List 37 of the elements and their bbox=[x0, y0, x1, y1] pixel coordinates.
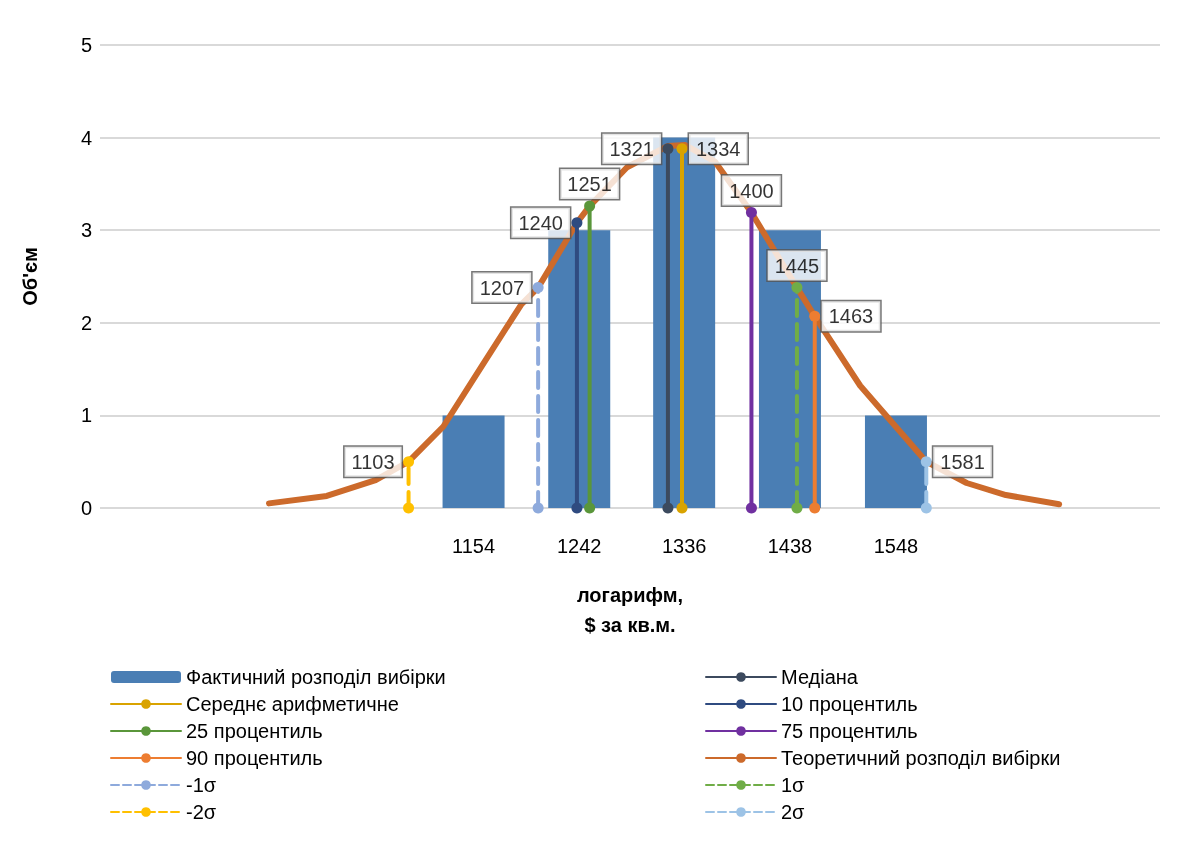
y-tick-label: 5 bbox=[80, 34, 92, 56]
x-tick-label: 1154 bbox=[452, 535, 496, 557]
legend-label: Фактичний розподіл вибірки bbox=[186, 666, 446, 688]
x-tick-label: 1336 bbox=[661, 535, 707, 557]
legend-label: Теоретичний розподіл вибірки bbox=[781, 747, 1061, 769]
legend-label: -1σ bbox=[186, 774, 217, 796]
annotation: 1334 bbox=[696, 137, 741, 160]
annotation: 1321 bbox=[609, 137, 654, 160]
legend-label: Середнє арифметичне bbox=[186, 693, 399, 715]
x-tick-label: 1242 bbox=[556, 535, 602, 557]
annotation: 1400 bbox=[729, 179, 774, 202]
legend-label: -2σ bbox=[186, 801, 217, 823]
y-tick-label: 4 bbox=[80, 126, 92, 149]
legend-label: 75 процентиль bbox=[781, 720, 918, 742]
legend-label: 90 процентиль bbox=[186, 747, 323, 769]
y-axis-title: Об'єм bbox=[19, 247, 41, 306]
annotation: 1103 bbox=[351, 450, 395, 473]
y-tick-label: 0 bbox=[80, 497, 92, 519]
legend-label: 1σ bbox=[781, 774, 806, 796]
bar bbox=[864, 415, 927, 508]
legend-label: Медіана bbox=[781, 666, 859, 688]
legend-label: 10 процентиль bbox=[781, 693, 918, 715]
y-tick-label: 1 bbox=[80, 404, 92, 427]
annotation: 1463 bbox=[828, 305, 874, 328]
y-tick-label: 3 bbox=[80, 219, 92, 242]
annotation: 1251 bbox=[567, 173, 612, 196]
annotation: 1240 bbox=[518, 211, 563, 234]
x-tick-label: 1438 bbox=[767, 535, 813, 557]
annotation: 1581 bbox=[940, 450, 985, 473]
annotation: 1207 bbox=[479, 276, 525, 299]
bar bbox=[442, 415, 505, 508]
legend-label: 25 процентиль bbox=[186, 720, 323, 742]
legend-label: 2σ bbox=[781, 801, 806, 823]
annotation: 1445 bbox=[774, 254, 820, 277]
y-tick-label: 2 bbox=[80, 311, 92, 334]
x-tick-label: 1548 bbox=[873, 535, 919, 557]
x-axis-title: логарифм, $ за кв.м. bbox=[576, 584, 684, 636]
